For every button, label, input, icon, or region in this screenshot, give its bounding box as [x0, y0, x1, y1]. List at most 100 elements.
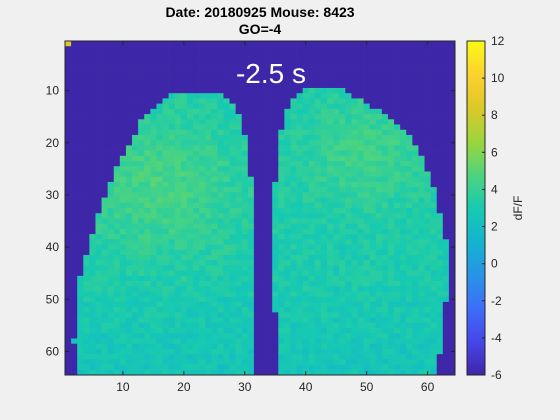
heatmap-cell	[406, 77, 413, 84]
heatmap-cell	[394, 171, 401, 178]
heatmap-cell	[278, 228, 285, 235]
heatmap-cell	[387, 312, 395, 318]
heatmap-cell	[65, 103, 72, 110]
heatmap-cell	[430, 265, 438, 271]
heatmap-cell	[125, 181, 133, 188]
heatmap-cell	[65, 124, 72, 131]
heatmap-cell	[217, 103, 224, 110]
heatmap-cell	[101, 98, 109, 104]
heatmap-cell	[442, 249, 450, 256]
heatmap-cell	[436, 119, 444, 125]
heatmap-cell	[180, 228, 188, 235]
heatmap-cell	[235, 333, 243, 339]
heatmap-cell	[345, 202, 352, 209]
heatmap-cell	[375, 150, 383, 157]
heatmap-cell	[125, 260, 133, 266]
heatmap-cell	[430, 82, 438, 89]
heatmap-cell	[394, 260, 401, 266]
heatmap-cell	[302, 161, 310, 167]
heatmap-cell	[107, 348, 115, 355]
heatmap-cell	[65, 93, 72, 99]
heatmap-cell	[144, 364, 151, 371]
heatmap-cell	[400, 87, 407, 94]
heatmap-cell	[235, 354, 243, 360]
heatmap-cell	[327, 249, 334, 256]
heatmap-cell	[381, 61, 389, 68]
heatmap-cell	[400, 129, 407, 136]
heatmap-cell	[125, 312, 133, 318]
heatmap-cell	[412, 176, 419, 183]
heatmap-cell	[302, 103, 310, 110]
heatmap-cell	[89, 150, 96, 157]
heatmap-cell	[107, 171, 115, 178]
heatmap-cell	[229, 202, 236, 209]
heatmap-cell	[211, 87, 218, 94]
heatmap-cell	[424, 275, 431, 282]
heatmap-cell	[448, 317, 456, 324]
heatmap-cell	[89, 343, 96, 350]
heatmap-cell	[284, 239, 291, 245]
heatmap-cell	[363, 145, 371, 151]
heatmap-cell	[119, 87, 127, 94]
heatmap-cell	[156, 93, 163, 99]
heatmap-cell	[192, 343, 200, 350]
heatmap-cell	[327, 260, 334, 266]
heatmap-cell	[345, 114, 352, 120]
heatmap-cell	[107, 87, 115, 94]
heatmap-cell	[205, 161, 212, 167]
heatmap-cell	[375, 77, 383, 84]
heatmap-cell	[83, 140, 90, 146]
heatmap-cell	[180, 51, 188, 58]
heatmap-cell	[327, 51, 334, 58]
heatmap-cell	[351, 338, 358, 345]
heatmap-cell	[65, 333, 72, 339]
heatmap-cell	[211, 82, 218, 89]
heatmap-cell	[125, 124, 133, 131]
heatmap-cell	[424, 213, 431, 219]
heatmap-cell	[144, 155, 151, 162]
heatmap-cell	[387, 108, 395, 115]
heatmap-cell	[125, 223, 133, 230]
heatmap-cell	[180, 234, 188, 240]
heatmap-cell	[253, 244, 261, 251]
heatmap-cell	[345, 93, 352, 99]
heatmap-cell	[132, 364, 139, 371]
heatmap-cell	[314, 134, 322, 141]
heatmap-cell	[369, 98, 377, 104]
heatmap-cell	[253, 281, 261, 287]
heatmap-cell	[290, 307, 297, 313]
heatmap-cell	[223, 338, 230, 345]
heatmap-cell	[345, 67, 352, 73]
heatmap-cell	[211, 166, 218, 172]
heatmap-cell	[156, 176, 163, 183]
heatmap-cell	[65, 171, 72, 178]
heatmap-cell	[186, 134, 194, 141]
heatmap-cell	[223, 46, 230, 52]
heatmap-cell	[125, 328, 133, 334]
heatmap-cell	[217, 77, 224, 84]
heatmap-cell	[290, 129, 297, 136]
heatmap-cell	[205, 114, 212, 120]
heatmap-cell	[211, 176, 218, 183]
heatmap-cell	[357, 322, 364, 329]
heatmap-cell	[186, 61, 194, 68]
heatmap-cell	[436, 171, 444, 178]
heatmap-cell	[375, 176, 383, 183]
heatmap-cell	[381, 218, 389, 225]
heatmap-cell	[381, 296, 389, 303]
heatmap-cell	[296, 260, 304, 266]
heatmap-cell	[144, 301, 151, 308]
heatmap-cell	[223, 239, 230, 245]
heatmap-cell	[412, 244, 419, 251]
heatmap-cell	[144, 166, 151, 172]
heatmap-cell	[150, 114, 157, 120]
heatmap-cell	[235, 67, 243, 73]
heatmap-cell	[266, 114, 273, 120]
heatmap-cell	[363, 171, 371, 178]
heatmap-cell	[241, 192, 249, 198]
heatmap-cell	[156, 218, 163, 225]
heatmap-cell	[162, 312, 169, 318]
heatmap-cell	[412, 275, 419, 282]
heatmap-cell	[253, 234, 261, 240]
heatmap-cell	[424, 61, 431, 68]
